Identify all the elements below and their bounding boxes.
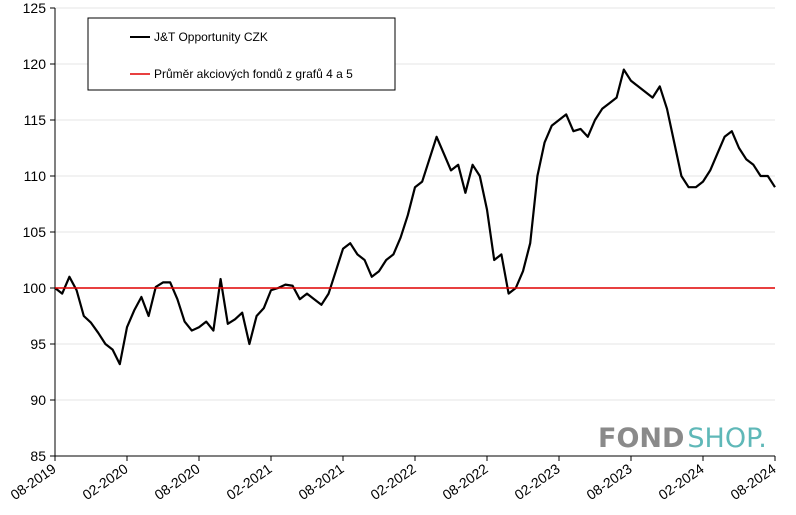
- x-tick-label-8: 08-2023: [583, 460, 634, 503]
- y-tick-label-2: 95: [30, 336, 46, 352]
- legend-label-series-1: J&T Opportunity CZK: [154, 30, 268, 44]
- y-tick-label-4: 105: [23, 224, 47, 240]
- y-tick-label-0: 85: [30, 448, 46, 464]
- x-axis-ticks: 08-2019 02-2020 08-2020 02-2021 08-2021 02-20…: [7, 456, 779, 503]
- x-tick-label-10: 08-2024: [727, 460, 778, 503]
- legend-label-series-2: Průměr akciových fondů z grafů 4 a 5: [154, 67, 353, 81]
- x-tick-label-4: 08-2021: [295, 460, 346, 503]
- x-tick-label-0: 08-2019: [7, 460, 58, 503]
- y-tick-label-7: 120: [23, 56, 47, 72]
- y-tick-label-3: 100: [23, 280, 47, 296]
- y-tick-label-5: 110: [24, 168, 47, 184]
- y-axis-ticks: 85 90 95 100 105 110 115 120 125: [23, 0, 55, 464]
- x-tick-label-7: 02-2023: [511, 460, 562, 503]
- x-tick-label-2: 08-2020: [151, 460, 202, 503]
- x-tick-label-1: 02-2020: [79, 460, 130, 503]
- x-tick-label-3: 02-2021: [223, 460, 274, 503]
- y-tick-label-1: 90: [30, 392, 46, 408]
- x-tick-label-9: 02-2024: [655, 460, 706, 503]
- series-group: [54, 68, 776, 366]
- logo-dot: .: [758, 423, 767, 454]
- logo-part-shop: SHOP: [687, 423, 762, 454]
- logo-part-fond: FOND: [598, 423, 684, 454]
- legend-box: [87, 17, 396, 91]
- legend: J&T Opportunity CZK Průměr akciových fon…: [87, 17, 396, 91]
- x-tick-label-6: 08-2022: [439, 460, 490, 503]
- series-line-1: [54, 68, 776, 366]
- fondshop-logo: FOND SHOP.: [598, 423, 767, 454]
- x-tick-label-5: 02-2022: [367, 460, 418, 503]
- y-tick-label-8: 125: [23, 0, 47, 16]
- y-tick-label-6: 115: [24, 112, 47, 128]
